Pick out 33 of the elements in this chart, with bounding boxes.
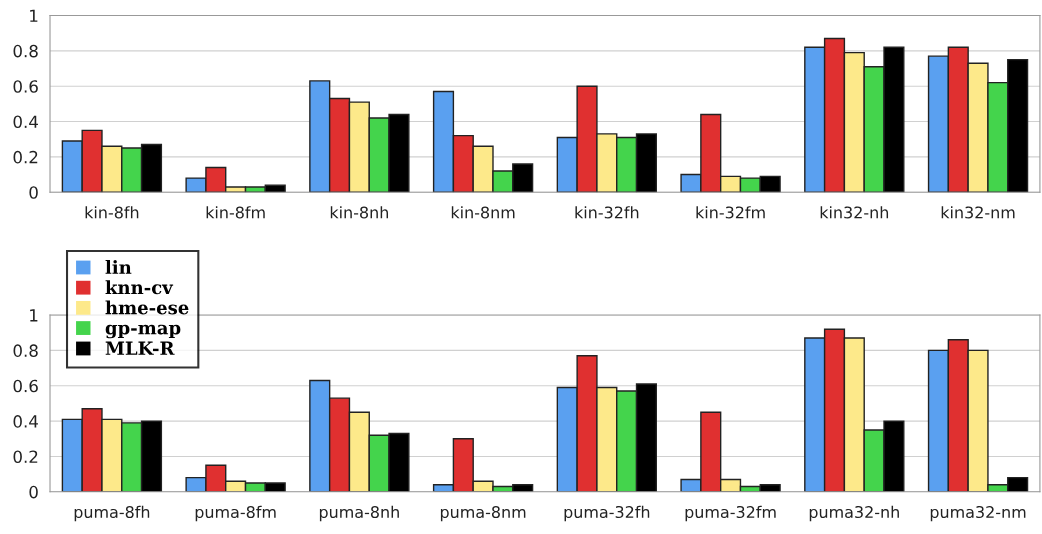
x-tick-label: puma-8fm — [195, 505, 276, 522]
x-tick-label: kin-8nm — [451, 206, 515, 219]
x-tick-label: puma-32fh — [564, 505, 650, 522]
y-tick-label: 0.2 — [13, 450, 38, 464]
x-tick-label: kin-8fh — [85, 206, 139, 219]
y-tick-label: 0.6 — [13, 379, 38, 393]
x-tick-label: kin-8fm — [206, 206, 265, 219]
y-tick-label: 0.2 — [13, 150, 38, 164]
x-tick-label: puma-8nh — [319, 505, 399, 522]
legend-label: hme-ese — [105, 300, 189, 315]
legend-label: knn-cv — [105, 280, 174, 295]
y-tick-label: 0 — [29, 485, 38, 499]
x-tick-label: kin-32fm — [696, 206, 765, 219]
y-tick-label: 0.4 — [13, 115, 38, 129]
x-tick-label: puma-32fm — [685, 505, 776, 522]
y-tick-label: 0.8 — [13, 44, 38, 58]
legend-label: gp-map — [105, 324, 181, 339]
x-tick-label: kin-32fh — [575, 206, 639, 219]
x-tick-label: puma32-nm — [930, 505, 1026, 522]
x-tick-label: kin32-nm — [941, 206, 1015, 219]
x-tick-label: kin32-nh — [820, 206, 889, 219]
y-tick-label: 0.6 — [13, 80, 38, 93]
y-tick-label: 1 — [30, 309, 38, 322]
y-tick-label: 0 — [29, 186, 38, 199]
y-tick-label: 0.8 — [13, 344, 38, 357]
legend-label: MLK-R — [105, 341, 175, 355]
y-tick-label: 1 — [30, 9, 38, 22]
x-tick-label: puma32-nh — [809, 505, 899, 522]
x-tick-label: puma-8nm — [440, 505, 526, 522]
x-tick-label: puma-8fh — [74, 505, 150, 522]
x-tick-label: kin-8nh — [330, 206, 388, 219]
legend-label: lin — [105, 260, 132, 274]
y-tick-label: 0.4 — [13, 415, 38, 428]
